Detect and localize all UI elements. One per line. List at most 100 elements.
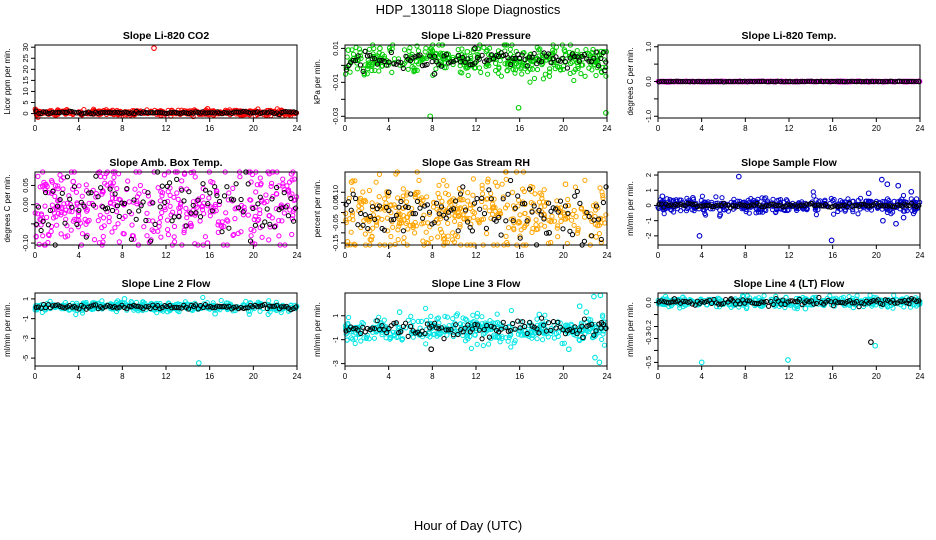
data-point bbox=[97, 212, 103, 218]
data-point bbox=[167, 180, 173, 186]
data-point bbox=[586, 65, 592, 71]
data-point bbox=[349, 210, 356, 216]
data-point bbox=[221, 193, 228, 199]
data-point bbox=[438, 63, 445, 69]
data-point bbox=[524, 330, 530, 337]
data-point bbox=[470, 209, 476, 215]
data-point bbox=[744, 79, 750, 85]
data-point bbox=[484, 230, 490, 237]
x-tick-label: 24 bbox=[293, 124, 302, 133]
data-point bbox=[481, 327, 487, 333]
data-point bbox=[76, 209, 82, 215]
data-point bbox=[596, 63, 602, 69]
x-tick-label: 20 bbox=[559, 124, 568, 133]
data-point bbox=[792, 299, 798, 305]
data-point bbox=[59, 304, 66, 310]
data-point bbox=[226, 225, 232, 231]
data-point bbox=[804, 201, 810, 207]
data-point bbox=[209, 208, 215, 214]
data-point bbox=[165, 227, 171, 233]
data-point bbox=[773, 209, 779, 216]
data-point bbox=[450, 237, 456, 243]
data-point bbox=[374, 61, 381, 67]
data-point bbox=[58, 209, 64, 216]
data-point bbox=[500, 194, 506, 200]
data-point bbox=[500, 319, 506, 325]
data-point bbox=[455, 234, 461, 240]
data-point bbox=[490, 201, 496, 207]
x-tick-label: 20 bbox=[559, 372, 568, 381]
data-point bbox=[377, 45, 383, 52]
data-point bbox=[503, 233, 509, 240]
data-point bbox=[243, 305, 249, 311]
data-point bbox=[515, 193, 521, 199]
data-point bbox=[372, 56, 378, 62]
data-point bbox=[541, 187, 547, 193]
x-tick-label: 4 bbox=[76, 251, 81, 260]
data-point bbox=[858, 78, 865, 85]
data-point bbox=[524, 218, 530, 224]
data-point bbox=[459, 326, 465, 332]
data-point bbox=[291, 218, 297, 224]
data-point bbox=[547, 69, 553, 75]
data-point bbox=[276, 233, 282, 239]
data-point bbox=[783, 294, 789, 301]
x-tick-label: 12 bbox=[472, 251, 481, 260]
data-point bbox=[569, 232, 576, 238]
data-point bbox=[721, 79, 727, 85]
data-point bbox=[566, 202, 572, 209]
data-point bbox=[268, 183, 274, 189]
data-point bbox=[704, 202, 710, 209]
data-point bbox=[472, 60, 478, 66]
data-point bbox=[872, 342, 879, 349]
data-point bbox=[699, 193, 706, 199]
data-point bbox=[522, 200, 528, 207]
data-point bbox=[388, 217, 394, 223]
data-point bbox=[405, 66, 411, 72]
data-point bbox=[362, 48, 368, 54]
data-point bbox=[483, 196, 490, 202]
data-point bbox=[487, 45, 493, 51]
data-point bbox=[91, 202, 97, 208]
data-point bbox=[503, 335, 509, 341]
data-point bbox=[844, 204, 850, 210]
data-point bbox=[174, 176, 180, 182]
data-point bbox=[112, 191, 118, 197]
data-point bbox=[252, 241, 258, 247]
data-point bbox=[245, 181, 251, 187]
data-point bbox=[171, 194, 177, 200]
data-point bbox=[57, 109, 63, 116]
data-point bbox=[407, 45, 413, 51]
data-point bbox=[291, 109, 297, 115]
data-point bbox=[754, 301, 760, 307]
data-point bbox=[46, 232, 52, 239]
y-axis-label: ml/min per min. bbox=[313, 302, 322, 357]
data-point bbox=[870, 78, 876, 85]
data-point bbox=[589, 321, 595, 327]
data-point bbox=[600, 199, 606, 206]
data-point bbox=[428, 235, 434, 242]
x-tick-label: 16 bbox=[828, 251, 837, 260]
data-point bbox=[794, 305, 800, 312]
data-point bbox=[132, 186, 138, 192]
data-point bbox=[223, 210, 229, 216]
data-point bbox=[129, 222, 135, 228]
data-point bbox=[109, 195, 116, 201]
data-point bbox=[414, 67, 420, 74]
data-point bbox=[600, 192, 606, 199]
data-point bbox=[548, 218, 554, 224]
data-point bbox=[202, 110, 208, 116]
data-point bbox=[199, 194, 206, 200]
data-point bbox=[503, 176, 509, 182]
data-point bbox=[362, 212, 368, 218]
data-point bbox=[33, 304, 39, 311]
data-point bbox=[516, 197, 522, 203]
data-point bbox=[179, 110, 185, 116]
data-point bbox=[140, 199, 146, 205]
data-point bbox=[737, 198, 743, 205]
data-point bbox=[558, 205, 564, 211]
data-point bbox=[197, 218, 203, 224]
y-tick-label: 20 bbox=[21, 65, 30, 73]
data-point bbox=[759, 78, 765, 85]
data-point bbox=[73, 189, 80, 195]
